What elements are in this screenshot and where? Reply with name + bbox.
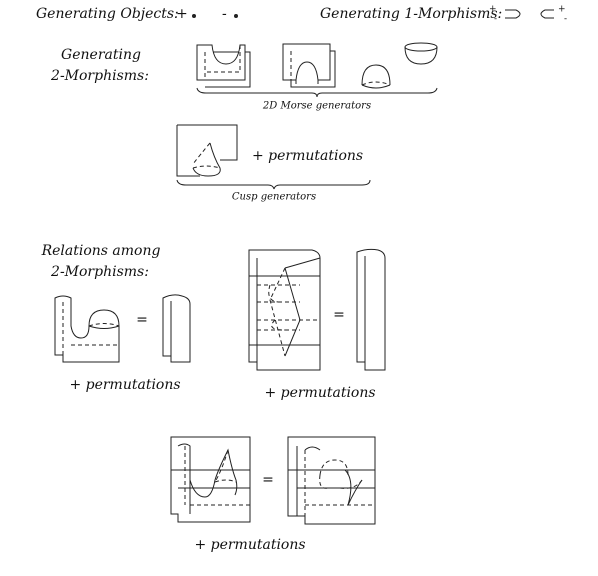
relation-2-left xyxy=(248,249,321,371)
morphism-sign: - xyxy=(494,15,497,25)
morse-generator-4 xyxy=(404,42,438,65)
morse-generator-3 xyxy=(361,64,391,89)
cusp-generator xyxy=(176,124,238,177)
morphism-arc xyxy=(540,9,554,19)
morphism-arc xyxy=(505,9,521,19)
equals: = xyxy=(333,307,345,323)
morphism-sign: - xyxy=(564,15,567,25)
relation-3-left xyxy=(170,436,251,523)
generators-label: Generating xyxy=(61,47,141,63)
morphism-sign: + xyxy=(489,5,497,15)
morse-generator-2 xyxy=(282,43,336,88)
morphisms-label: Generating 1-Morphisms: xyxy=(320,6,502,22)
objects-label: Generating Objects: xyxy=(36,6,179,22)
relation-2-right xyxy=(356,248,386,371)
relation-1-left xyxy=(54,295,120,363)
object-dot xyxy=(234,14,238,18)
morphism-sign: + xyxy=(558,5,566,15)
permutations: + permutations xyxy=(264,385,375,401)
brace xyxy=(196,87,438,98)
relations-label: Relations among xyxy=(41,243,161,259)
relations-label: 2-Morphisms: xyxy=(50,264,149,280)
permutations: + permutations xyxy=(194,537,305,553)
morse-generator-1 xyxy=(196,44,251,88)
morse-caption: 2D Morse generators xyxy=(262,101,371,112)
object-dot xyxy=(192,14,196,18)
relation-3-right xyxy=(287,436,376,525)
object-minus: - xyxy=(222,6,227,22)
equals: = xyxy=(262,472,274,488)
cusp-caption: Cusp generators xyxy=(232,192,316,203)
brace xyxy=(176,179,371,190)
permutations: + permutations xyxy=(69,377,180,393)
relation-1-right xyxy=(162,294,191,363)
cusp-permutations: + permutations xyxy=(252,148,363,164)
object-plus: + xyxy=(176,6,188,22)
generators-label: 2-Morphisms: xyxy=(50,68,149,84)
equals: = xyxy=(136,312,148,328)
